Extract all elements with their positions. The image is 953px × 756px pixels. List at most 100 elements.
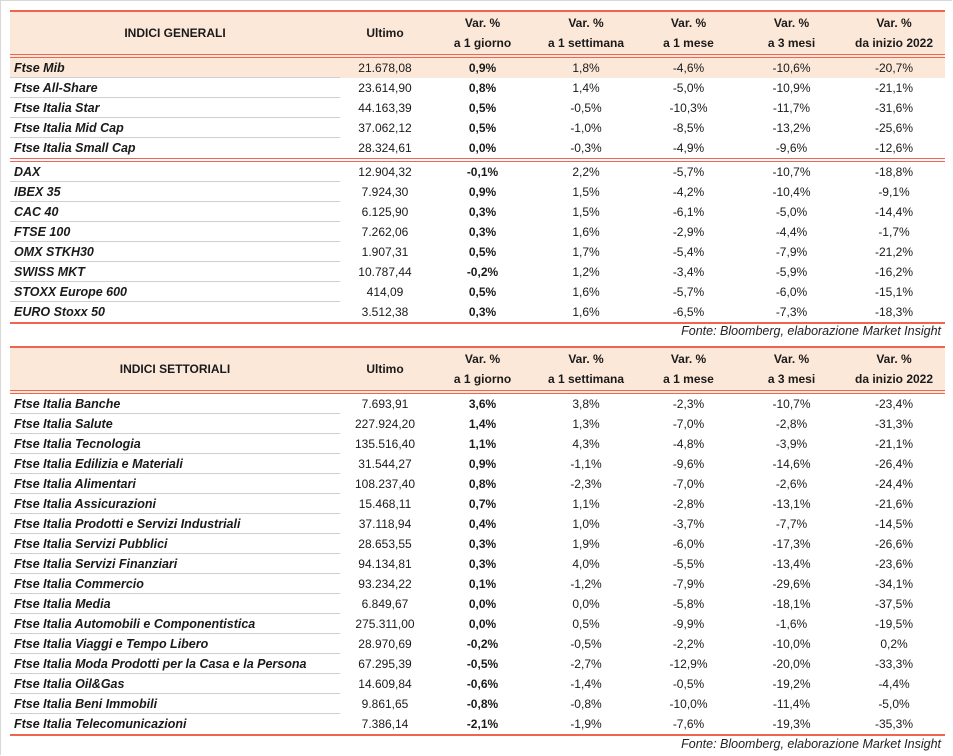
cell-value: -20,7% (874, 61, 914, 75)
cell-value: -11,7% (772, 101, 811, 115)
column-header: Var. % a 1 mese (637, 12, 740, 54)
cell-value: -26,6% (874, 537, 914, 551)
row-divider (10, 181, 340, 182)
column-header: Ultimo (340, 12, 430, 54)
cell-value: -14,6% (772, 457, 811, 471)
cell-value: 0,3% (468, 537, 497, 551)
cell-value: -12,6% (874, 141, 914, 155)
column-header-line: Var. % (464, 16, 501, 30)
cell-value: -23,4% (874, 397, 914, 411)
cell-value: 0,9% (468, 457, 497, 471)
cell-value: -4,4% (878, 677, 910, 691)
cell-value: -1,0% (570, 121, 602, 135)
cell-value: 1,6% (572, 225, 600, 239)
table-row: CAC 40 6.125,90 0,3% 1,5% -6,1% -5,0% -14,4% (10, 202, 945, 222)
cell-value: 67.295,39 (358, 657, 412, 671)
index-name: Ftse Italia Star (14, 101, 100, 115)
row-divider (10, 77, 340, 78)
column-header: Var. % a 1 mese (637, 348, 740, 390)
cell-value: 3.512,38 (361, 305, 409, 319)
column-header-line: a 1 giorno (453, 36, 512, 50)
index-name: Ftse Italia Telecomunicazioni (14, 717, 187, 731)
cell-value: -5,0% (672, 81, 705, 95)
row-divider (10, 413, 340, 414)
cell-value: -18,3% (874, 305, 914, 319)
column-header-line: Var. % (876, 352, 912, 366)
cell-value: 15.468,11 (358, 497, 412, 511)
cell-value: -21,6% (874, 497, 914, 511)
index-name: Ftse Italia Prodotti e Servizi Industria… (14, 517, 241, 531)
cell-value: -3,9% (775, 437, 808, 451)
row-divider (10, 613, 340, 614)
cell-value: -0,2% (466, 265, 499, 279)
cell-value: -14,4% (874, 205, 914, 219)
cell-value: -34,1% (874, 577, 914, 591)
cell-value: 0,0% (572, 597, 600, 611)
cell-value: 1,5% (572, 205, 600, 219)
cell-value: -0,5% (466, 657, 499, 671)
cell-value: 108.237,40 (354, 477, 416, 491)
cell-value: -1,6% (775, 617, 808, 631)
cell-value: 9.861,65 (361, 697, 409, 711)
column-header: Var. % a 1 giorno (430, 12, 535, 54)
row-divider (10, 433, 340, 434)
cell-value: 1,4% (468, 417, 497, 431)
cell-value: -6,0% (775, 285, 808, 299)
index-name: Ftse Italia Commercio (14, 577, 144, 591)
cell-value: 0,5% (468, 285, 497, 299)
cell-value: 0,5% (468, 101, 497, 115)
index-name: OMX STKH30 (14, 245, 94, 259)
cell-value: 0,4% (468, 517, 497, 531)
cell-value: -2,7% (570, 657, 602, 671)
general-source-note: Fonte: Bloomberg, elaborazione Market In… (681, 324, 941, 338)
cell-value: -18,1% (772, 597, 811, 611)
table-row: Ftse Mib 21.678,08 0,9% 1,8% -4,6% -10,6% -20,… (10, 58, 945, 78)
cell-value: -5,0% (775, 205, 808, 219)
cell-value: -11,4% (772, 697, 811, 711)
index-name: STOXX Europe 600 (14, 285, 128, 299)
cell-value: -13,4% (772, 557, 811, 571)
index-name: IBEX 35 (14, 185, 61, 199)
column-header: Var. % a 1 giorno (430, 348, 535, 390)
cell-value: 0,2% (880, 637, 908, 651)
column-header-line: Var. % (670, 352, 707, 366)
cell-value: 1,1% (572, 497, 600, 511)
cell-value: -8,5% (672, 121, 705, 135)
cell-value: -0,8% (466, 697, 499, 711)
table-row: Ftse Italia Star 44.163,39 0,5% -0,5% -10,3%… (10, 98, 945, 118)
table-row: IBEX 35 7.924,30 0,9% 1,5% -4,2% -10,4% -9,1% (10, 182, 945, 202)
row-divider (10, 97, 340, 98)
column-header-line: Var. % (876, 16, 912, 30)
column-header-line: Var. % (568, 352, 604, 366)
row-divider (10, 713, 340, 714)
cell-value: 28.324,61 (358, 141, 412, 155)
column-header-line: a 1 settimana (547, 372, 625, 386)
cell-value: 37.062,12 (358, 121, 412, 135)
cell-value: 0,3% (468, 225, 497, 239)
cell-value: -7,3% (775, 305, 808, 319)
column-header-line: INDICI SETTORIALI (119, 362, 231, 376)
cell-value: -5,5% (672, 557, 705, 571)
index-name: SWISS MKT (14, 265, 85, 279)
cell-value: -35,3% (874, 717, 914, 731)
cell-value: 0,5% (468, 121, 497, 135)
row-divider (10, 241, 340, 242)
cell-value: 2,2% (572, 165, 600, 179)
cell-value: -4,6% (672, 61, 705, 75)
index-name: Ftse Italia Banche (14, 397, 121, 411)
cell-value: 7.262,06 (361, 225, 409, 239)
column-header-line: INDICI GENERALI (124, 26, 226, 40)
cell-value: 4,0% (572, 557, 600, 571)
cell-value: 1,7% (572, 245, 600, 259)
cell-value: 1,4% (572, 81, 600, 95)
row-divider (10, 673, 340, 674)
column-header-line: a 3 mesi (767, 372, 816, 386)
row-divider (10, 301, 340, 302)
index-name: Ftse Italia Servizi Finanziari (14, 557, 178, 571)
cell-value: -0,3% (570, 141, 602, 155)
cell-value: 28.653,55 (358, 537, 412, 551)
cell-value: -7,7% (775, 517, 808, 531)
cell-value: 0,8% (468, 81, 497, 95)
table-row: Ftse Italia Beni Immobili 9.861,65 -0,8% -0… (10, 694, 945, 714)
